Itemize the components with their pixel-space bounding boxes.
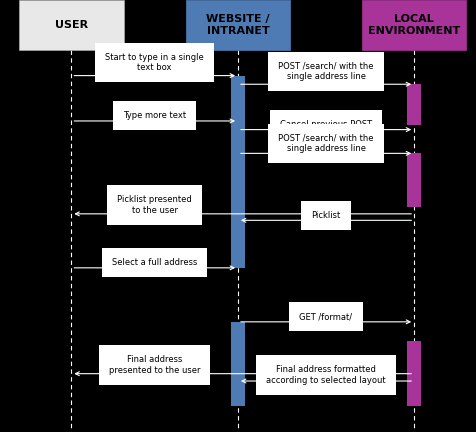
Text: Cancel previous POST: Cancel previous POST	[280, 120, 372, 129]
Text: LOCAL
ENVIRONMENT: LOCAL ENVIRONMENT	[368, 14, 460, 36]
FancyBboxPatch shape	[362, 0, 466, 50]
FancyBboxPatch shape	[407, 153, 421, 207]
Text: WEBSITE /
INTRANET: WEBSITE / INTRANET	[206, 14, 270, 36]
Text: Select a full address: Select a full address	[112, 258, 198, 267]
Text: Final address
presented to the user: Final address presented to the user	[109, 356, 200, 375]
FancyBboxPatch shape	[19, 0, 124, 50]
Text: Type more text: Type more text	[123, 111, 186, 120]
Text: POST /search/ with the
single address line: POST /search/ with the single address li…	[278, 134, 374, 153]
Text: Picklist: Picklist	[311, 211, 341, 219]
Text: Picklist presented
to the user: Picklist presented to the user	[117, 196, 192, 215]
Text: POST /search/ with the
single address line: POST /search/ with the single address li…	[278, 62, 374, 81]
FancyBboxPatch shape	[407, 341, 421, 406]
FancyBboxPatch shape	[231, 76, 245, 268]
Text: USER: USER	[55, 20, 88, 30]
Text: GET /format/: GET /format/	[299, 312, 353, 321]
FancyBboxPatch shape	[231, 322, 245, 406]
Text: Start to type in a single
text box: Start to type in a single text box	[105, 53, 204, 72]
FancyBboxPatch shape	[186, 0, 290, 50]
Text: Final address formatted
according to selected layout: Final address formatted according to sel…	[266, 365, 386, 384]
FancyBboxPatch shape	[407, 84, 421, 125]
